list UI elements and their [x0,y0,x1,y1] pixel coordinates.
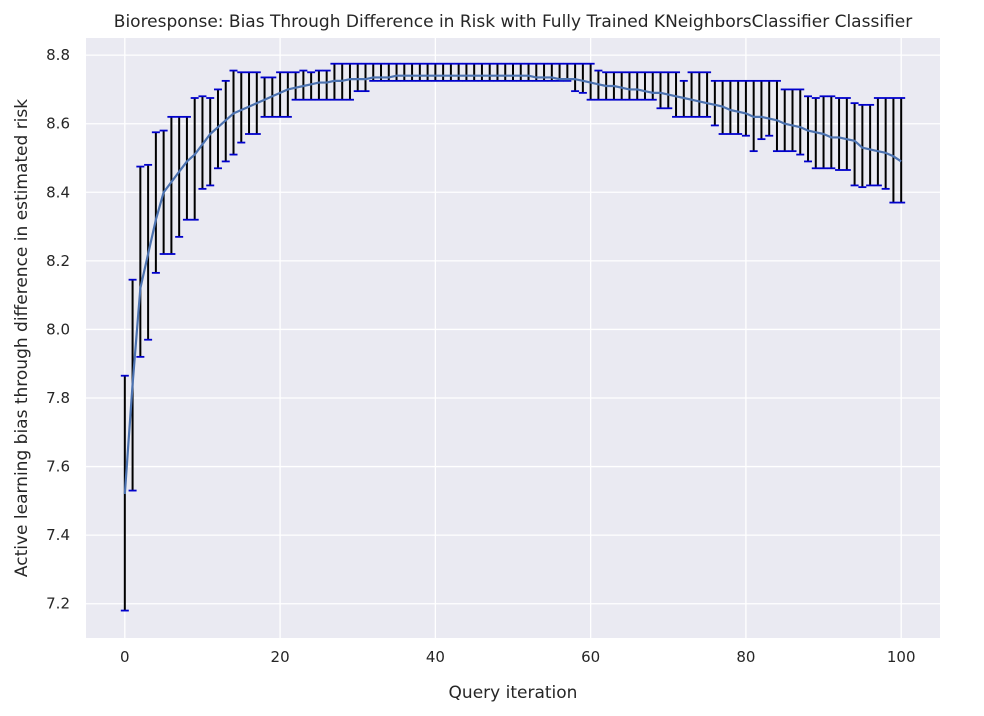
error-bar [788,88,797,153]
plot-area [86,38,940,638]
error-bar [276,71,285,118]
y-tick-label: 7.4 [46,526,70,544]
error-bar [307,71,316,101]
error-bar [431,62,440,82]
error-bar [190,97,199,221]
error-bar [866,103,875,187]
error-bar [726,79,735,135]
x-tick-label: 100 [887,648,916,666]
error-bar [672,71,681,118]
error-bar [283,71,292,118]
error-bar [260,76,269,118]
y-tick-label: 7.8 [46,389,70,407]
error-bar [889,97,898,204]
error-bar [703,71,712,118]
error-bar [765,79,774,137]
error-bar [136,165,145,358]
error-bar [182,115,191,221]
error-bar [392,62,401,82]
y-tick-label: 7.6 [46,458,70,476]
error-bar [827,95,836,170]
error-bar [858,103,867,189]
error-bar [423,62,432,82]
error-bar [640,71,649,101]
error-bar [710,79,719,127]
error-bar [462,62,471,82]
error-bar [175,115,184,238]
error-bar [835,97,844,171]
error-bar [757,79,766,141]
error-bar [237,71,246,144]
error-bar [446,62,455,82]
error-bar [625,71,634,101]
error-bar [167,115,176,255]
x-tick-label: 40 [426,648,445,666]
y-tick-label: 8.4 [46,183,70,201]
y-tick-label: 7.2 [46,595,70,613]
error-bar [617,71,626,101]
error-bar [314,69,323,101]
x-axis-label: Query iteration [449,683,578,703]
error-bar [734,79,743,135]
error-bar [772,79,781,153]
tick-labels: 0 20 40 60 80 100 7.2 7.4 7.6 7.8 8.0 8.2 8.4 8.6 8.8 [46,46,915,666]
error-bar [345,62,354,101]
error-bar [322,69,331,101]
error-bar [850,102,859,187]
error-bar [353,62,362,93]
error-bar [695,71,704,118]
y-tick-label: 8.2 [46,252,70,270]
error-bar [656,71,665,110]
error-bar [563,62,572,82]
error-bar [485,62,494,82]
y-tick-label: 8.6 [46,115,70,133]
error-bar [648,71,657,101]
y-axis-label: Active learning bias through difference … [12,99,32,577]
error-bar [873,97,882,187]
error-bar [439,62,448,82]
error-bar [804,95,813,163]
error-bar [555,62,564,82]
error-bar [578,62,587,94]
error-bar [571,62,580,93]
x-tick-label: 60 [581,648,600,666]
error-bar [687,71,696,118]
mean-line [123,74,902,495]
error-bar [245,71,254,135]
error-bar [415,62,424,82]
error-bar [400,62,409,82]
error-bar [509,62,517,82]
y-tick-label: 8.0 [46,320,70,338]
error-bar [291,71,300,101]
error-bar [664,71,673,110]
error-bar [477,62,486,82]
y-tick-label: 8.8 [46,46,70,64]
error-bar [501,62,510,82]
x-tick-label: 20 [271,648,290,666]
error-bar [796,88,805,156]
error-bar [897,97,906,204]
error-bar [493,62,502,82]
error-bar [881,97,890,190]
x-tick-label: 0 [120,648,130,666]
error-bar [819,95,828,170]
error-bar [151,131,160,274]
error-bar [408,62,417,82]
error-bar [741,79,750,137]
error-bar [633,71,642,101]
error-bar [842,97,851,171]
error-bar [454,62,463,82]
error-bar [206,97,215,187]
error-bar [524,62,533,82]
error-bar [361,62,370,93]
error-bar [213,88,222,170]
error-bar [780,88,789,153]
mean-line-layer [123,74,902,495]
error-bar [516,62,525,82]
error-bar [470,62,479,82]
chart-title: Bioresponse: Bias Through Difference in … [114,12,912,32]
x-tick-label: 80 [736,648,755,666]
